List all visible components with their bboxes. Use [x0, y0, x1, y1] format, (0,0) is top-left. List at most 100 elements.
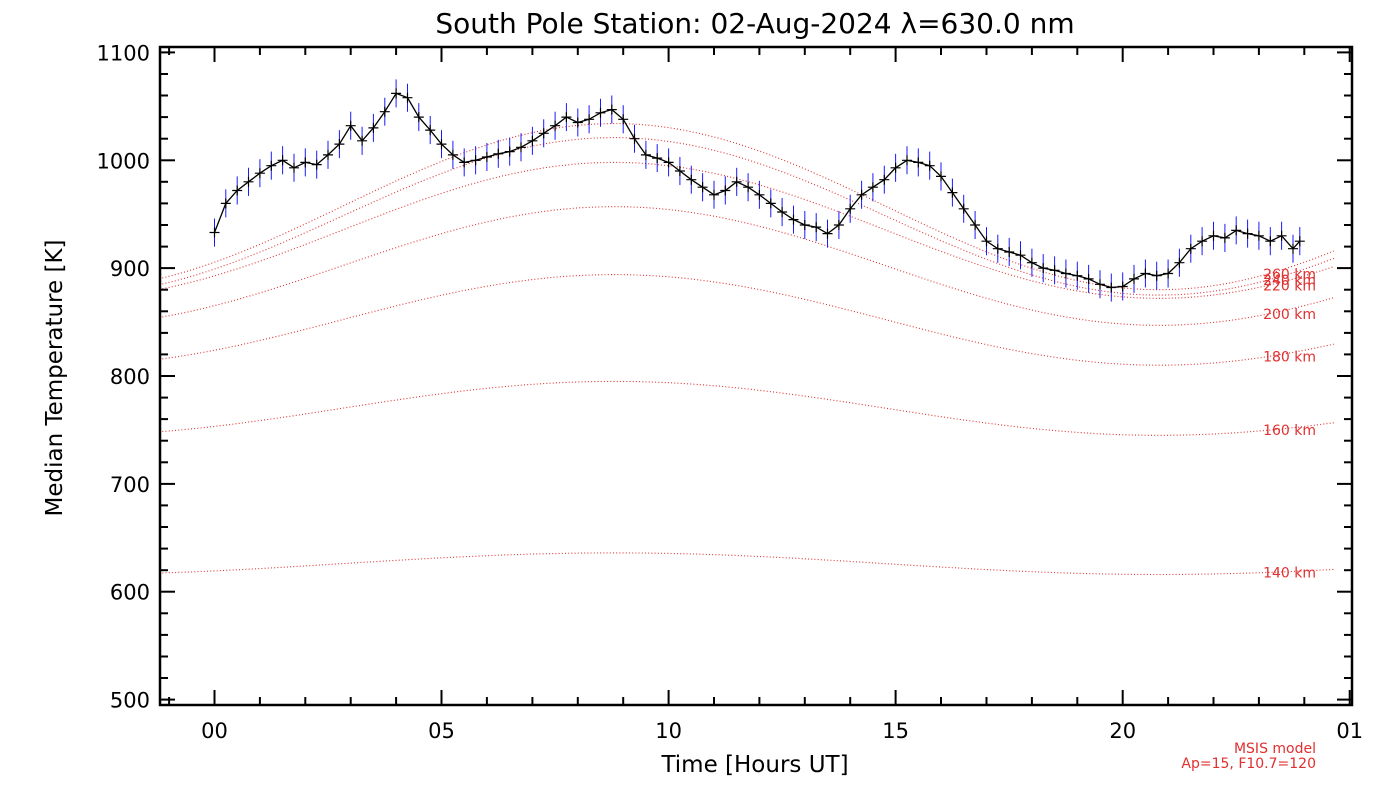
- data-point: [799, 220, 810, 230]
- data-point: [1004, 247, 1015, 257]
- data-point: [436, 139, 447, 150]
- data-point: [958, 203, 969, 214]
- data-point: [1242, 228, 1253, 239]
- data-point: [516, 142, 526, 153]
- data-point: [402, 92, 413, 103]
- data-point: [300, 157, 311, 168]
- data-point: [243, 176, 254, 187]
- data-point: [640, 149, 651, 160]
- data-point: [391, 88, 402, 99]
- data-point: [1072, 270, 1083, 281]
- data-point: [731, 176, 742, 187]
- y-tick-label: 1100: [97, 41, 150, 65]
- data-point: [1174, 257, 1185, 268]
- data-point: [379, 106, 390, 117]
- data-point: [947, 187, 958, 198]
- data-point: [1049, 265, 1060, 276]
- model-curve-180km: [162, 274, 1334, 366]
- data-point: [572, 117, 583, 128]
- x-tick-label: 05: [428, 719, 455, 743]
- data-point: [584, 114, 595, 125]
- data-point: [561, 112, 572, 123]
- data-point: [323, 149, 333, 160]
- data-point: [357, 135, 368, 146]
- data-point: [493, 148, 504, 159]
- data-point: [856, 189, 867, 200]
- data-point: [1253, 230, 1264, 241]
- data-point: [459, 157, 470, 168]
- y-tick-label: 700: [110, 473, 150, 497]
- data-point: [1038, 263, 1049, 274]
- data-point: [1219, 232, 1230, 243]
- data-point: [538, 128, 549, 139]
- data-point: [697, 182, 708, 193]
- data-point: [1060, 268, 1071, 279]
- data-point: [686, 174, 697, 185]
- data-point: [220, 198, 231, 209]
- y-tick-label: 900: [110, 257, 150, 281]
- data-point: [1294, 236, 1305, 247]
- model-curve-240km: [162, 137, 1334, 296]
- data-point: [652, 153, 663, 164]
- model-curve-200km: [162, 206, 1334, 326]
- model-curve-160km: [162, 380, 1334, 436]
- data-point: [890, 162, 901, 173]
- data-point: [481, 152, 492, 162]
- data-point: [992, 243, 1003, 254]
- y-tick-label: 1000: [97, 149, 150, 173]
- data-point: [470, 155, 481, 166]
- data-point: [254, 168, 265, 179]
- data-point: [1276, 230, 1287, 241]
- data-point: [981, 236, 992, 247]
- model-curve-label: 260 km: [1263, 267, 1316, 283]
- data-point: [1163, 268, 1174, 279]
- data-point: [902, 155, 912, 166]
- data-point: [765, 198, 776, 209]
- x-tick-label: 00: [201, 719, 228, 743]
- data-point: [822, 228, 833, 239]
- data-point: [1151, 270, 1162, 281]
- x-tick-label: 01: [1336, 719, 1363, 743]
- data-point: [425, 125, 436, 136]
- data-point: [1117, 281, 1128, 292]
- data-point: [1208, 230, 1219, 241]
- model-curve-label: 240 km: [1263, 273, 1316, 289]
- data-point: [595, 107, 606, 118]
- data-point: [527, 135, 538, 146]
- data-point: [743, 182, 754, 193]
- model-note: MSIS model: [1234, 741, 1316, 757]
- y-tick-label: 600: [110, 581, 150, 605]
- data-point: [777, 207, 788, 217]
- data-point: [606, 104, 617, 115]
- x-tick-label: 15: [882, 719, 909, 743]
- data-point: [788, 214, 799, 225]
- data-point: [334, 139, 345, 150]
- data-point: [413, 112, 424, 123]
- data-point: [1265, 236, 1276, 247]
- data-point: [1288, 243, 1298, 254]
- data-point: [1106, 282, 1117, 293]
- data-point: [368, 122, 379, 133]
- data-point: [232, 185, 243, 196]
- data-point: [311, 159, 322, 170]
- data-point: [867, 182, 878, 193]
- data-point: [1026, 257, 1037, 268]
- chart-title: South Pole Station: 02-Aug-2024 λ=630.0 …: [435, 7, 1074, 40]
- data-point: [1129, 273, 1139, 284]
- data-point: [1185, 243, 1196, 254]
- data-point: [629, 133, 640, 144]
- data-point: [709, 189, 719, 200]
- data-point: [970, 220, 981, 230]
- y-tick-label: 800: [110, 365, 150, 389]
- model-curve-260km: [162, 123, 1335, 291]
- data-point: [504, 146, 515, 157]
- data-point: [720, 185, 731, 196]
- model-curve-label: 180 km: [1263, 350, 1316, 366]
- y-tick-label: 500: [110, 689, 150, 713]
- model-curve-label: 160 km: [1263, 423, 1316, 439]
- model-curve-label: 220 km: [1263, 278, 1316, 294]
- model-curve-140km: [162, 552, 1334, 576]
- data-point: [913, 157, 924, 168]
